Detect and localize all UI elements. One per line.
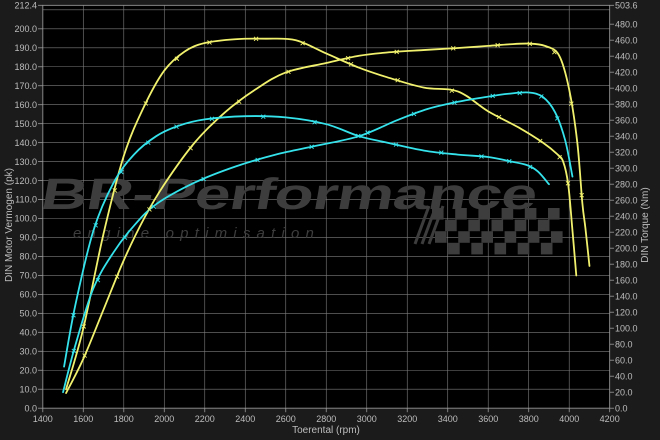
svg-text:80.0: 80.0 — [19, 252, 37, 262]
svg-text:240.0: 240.0 — [615, 211, 638, 221]
svg-text:3600: 3600 — [478, 414, 498, 424]
svg-text:40.0: 40.0 — [615, 371, 633, 381]
svg-text:60.0: 60.0 — [19, 290, 37, 300]
svg-text:DIN Torque (Nm): DIN Torque (Nm) — [640, 187, 651, 262]
svg-text:2200: 2200 — [195, 414, 215, 424]
svg-text:40.0: 40.0 — [19, 328, 37, 338]
svg-text:380.0: 380.0 — [615, 99, 638, 109]
svg-text:360.0: 360.0 — [615, 115, 638, 125]
svg-text:90.0: 90.0 — [19, 233, 37, 243]
svg-text:160.0: 160.0 — [14, 100, 37, 110]
svg-text:1600: 1600 — [73, 414, 93, 424]
svg-text:3800: 3800 — [519, 414, 539, 424]
svg-text:2800: 2800 — [316, 414, 336, 424]
svg-text:30.0: 30.0 — [19, 346, 37, 356]
svg-text:280.0: 280.0 — [615, 179, 638, 189]
svg-text:70.0: 70.0 — [19, 271, 37, 281]
svg-text:60.0: 60.0 — [615, 355, 633, 365]
svg-text:100.0: 100.0 — [615, 323, 638, 333]
svg-text:170.0: 170.0 — [14, 81, 37, 91]
svg-text:220.0: 220.0 — [615, 227, 638, 237]
svg-text:150.0: 150.0 — [14, 119, 37, 129]
svg-text:190.0: 190.0 — [14, 43, 37, 53]
svg-text:3200: 3200 — [397, 414, 417, 424]
svg-text:140.0: 140.0 — [14, 138, 37, 148]
svg-text:20.0: 20.0 — [615, 387, 633, 397]
svg-text:1800: 1800 — [114, 414, 134, 424]
svg-text:212.4: 212.4 — [14, 1, 37, 11]
svg-text:120.0: 120.0 — [615, 307, 638, 317]
svg-text:160.0: 160.0 — [615, 275, 638, 285]
svg-text:2400: 2400 — [235, 414, 255, 424]
svg-text:200.0: 200.0 — [615, 243, 638, 253]
svg-text:engine optimisation: engine optimisation — [73, 225, 320, 242]
svg-text:460.0: 460.0 — [615, 35, 638, 45]
svg-text:DIN Motor Vermogen (pk): DIN Motor Vermogen (pk) — [4, 168, 15, 282]
svg-text:340.0: 340.0 — [615, 131, 638, 141]
svg-text:4000: 4000 — [559, 414, 579, 424]
svg-text:Toerental (rpm): Toerental (rpm) — [292, 425, 360, 436]
svg-text:3000: 3000 — [357, 414, 377, 424]
svg-text:400.0: 400.0 — [615, 83, 638, 93]
svg-text:100.0: 100.0 — [14, 214, 37, 224]
svg-text:80.0: 80.0 — [615, 339, 633, 349]
svg-text:180.0: 180.0 — [615, 259, 638, 269]
svg-text:50.0: 50.0 — [19, 309, 37, 319]
svg-text:130.0: 130.0 — [14, 157, 37, 167]
svg-text:300.0: 300.0 — [615, 163, 638, 173]
svg-text:4200: 4200 — [600, 414, 620, 424]
svg-text:1400: 1400 — [33, 414, 53, 424]
svg-text:0.0: 0.0 — [615, 403, 628, 413]
svg-text:420.0: 420.0 — [615, 67, 638, 77]
svg-text:20.0: 20.0 — [19, 365, 37, 375]
svg-text:10.0: 10.0 — [19, 384, 37, 394]
svg-text:200.0: 200.0 — [14, 24, 37, 34]
svg-text:503.6: 503.6 — [615, 1, 638, 11]
svg-text:0.0: 0.0 — [24, 403, 37, 413]
svg-text:260.0: 260.0 — [615, 195, 638, 205]
svg-text:140.0: 140.0 — [615, 291, 638, 301]
svg-text:440.0: 440.0 — [615, 51, 638, 61]
svg-text:2000: 2000 — [154, 414, 174, 424]
svg-text:2600: 2600 — [276, 414, 296, 424]
svg-text:120.0: 120.0 — [14, 176, 37, 186]
svg-text:320.0: 320.0 — [615, 147, 638, 157]
svg-text:3400: 3400 — [438, 414, 458, 424]
svg-text:180.0: 180.0 — [14, 62, 37, 72]
svg-text:110.0: 110.0 — [15, 195, 37, 205]
svg-text:480.0: 480.0 — [615, 19, 638, 29]
